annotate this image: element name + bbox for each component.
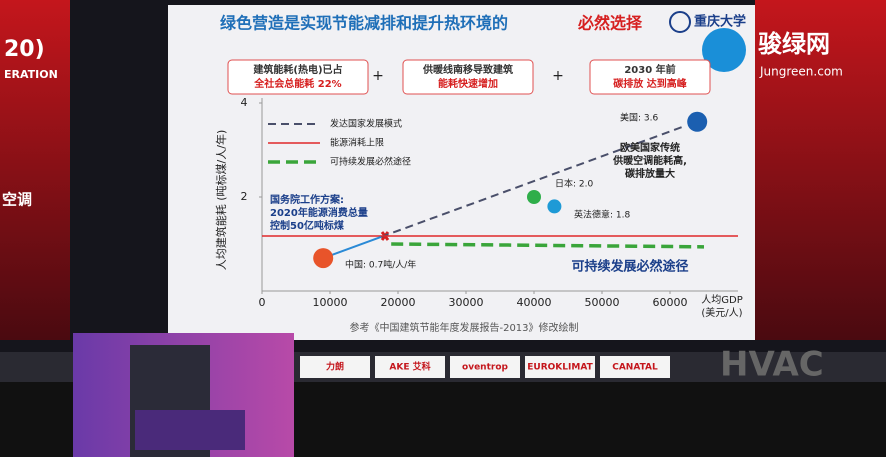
annotation: 可持续发展必然途径: [571, 259, 688, 275]
sponsor-logo: [375, 356, 445, 378]
university-logo: [669, 11, 691, 33]
info-box-text: 全社会总能耗 22%: [253, 77, 341, 90]
backdrop-text: HVAC: [720, 345, 824, 385]
sponsor-logo: [300, 356, 370, 378]
point-label: 英法德意: 1.8: [574, 209, 630, 221]
series-line: [391, 242, 705, 249]
slide-title-emphasis: 必然选择: [577, 14, 643, 33]
y-tick-label: 4: [241, 96, 248, 109]
info-box-text: 能耗快速增加: [438, 77, 498, 90]
sponsor-name: 力朗: [326, 361, 344, 373]
operator: +: [372, 68, 384, 84]
info-box-text: 建筑能耗(热电)已占: [252, 63, 342, 76]
sponsor-logo: [450, 356, 520, 378]
data-point: [687, 111, 708, 132]
info-box: [227, 59, 369, 95]
watermark-name: 骏绿网: [758, 30, 830, 58]
stage-text: 20): [4, 37, 45, 62]
y-tick-label: 2: [241, 190, 248, 203]
x-axis-unit: (美元/人): [701, 306, 742, 319]
point-label: 美国: 3.6: [620, 112, 658, 124]
point-label: 日本: 2.0: [555, 178, 593, 190]
x-tick-label: 60000: [653, 296, 688, 309]
info-box-text: 供暖线南移导致建筑: [422, 63, 513, 76]
data-point: [313, 248, 334, 269]
stage-text: ERATION: [4, 68, 58, 81]
x-tick-label: 10000: [313, 296, 348, 309]
china-link: [322, 236, 382, 260]
operator: +: [552, 68, 564, 84]
sponsor-name: CANATAL: [612, 363, 658, 373]
watermark-url: Jungreen.com: [759, 65, 843, 79]
slide-title: 绿色营造是实现节能减排和提升热环境的: [220, 14, 508, 33]
data-point: [527, 190, 541, 204]
x-tick-label: 40000: [517, 296, 552, 309]
series-line: [380, 125, 684, 238]
info-box: [402, 59, 534, 95]
annotation: 控制50亿吨标煤: [270, 219, 344, 232]
left-wall: [0, 0, 70, 340]
point-label: 中国: 0.7吨/人/年: [345, 259, 416, 271]
podium: [135, 410, 245, 450]
sponsor-logo: [600, 356, 670, 378]
sponsor-name: EUROKLIMAT: [527, 363, 593, 373]
sponsor-name: oventrop: [462, 363, 508, 373]
watermark-logo: [702, 28, 746, 72]
annotation: 欧美国家传统: [620, 141, 680, 154]
sponsor-name: AKE 艾科: [389, 361, 430, 373]
x-tick-label: 0: [259, 296, 266, 309]
annotation: 国务院工作方案:: [270, 193, 344, 206]
annotation: 供暖空调能耗高,: [612, 154, 687, 167]
x-tick-label: 50000: [585, 296, 620, 309]
x-tick-label: 20000: [381, 296, 416, 309]
info-box: [589, 59, 711, 95]
legend-label: 可持续发展必然途径: [330, 156, 411, 168]
annotation: 2020年能源消费总量: [270, 206, 368, 219]
x-axis-label: 人均GDP: [701, 294, 742, 306]
annotation: 碳排放量大: [625, 167, 675, 180]
source-note: 参考《中国建筑节能年度发展报告-2013》修改绘制: [349, 321, 578, 334]
info-box-text: 碳排放 达到高峰: [613, 77, 687, 90]
data-point: [547, 199, 562, 214]
legend-label: 能源消耗上限: [330, 137, 384, 149]
legend-label: 发达国家发展模式: [330, 118, 402, 130]
stage-text: 空调: [2, 191, 32, 209]
sponsor-logo: [525, 356, 595, 378]
y-axis-label: 人均建筑能耗 (吨标煤/人/年): [214, 130, 228, 271]
university: 重庆大学: [694, 14, 746, 30]
right-wall: [755, 0, 886, 340]
x-tick-label: 30000: [449, 296, 484, 309]
info-box-text: 2030 年前: [624, 63, 675, 76]
